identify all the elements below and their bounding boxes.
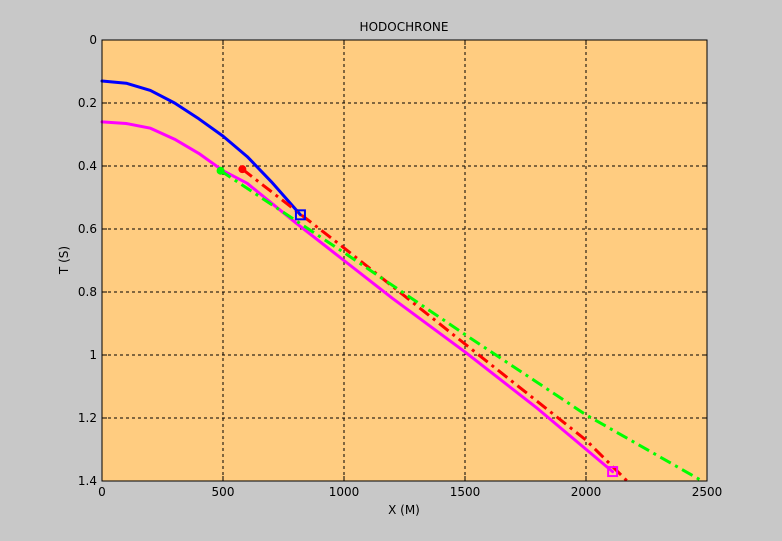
y-tick-label: 1 xyxy=(89,348,97,362)
x-axis-label: X (M) xyxy=(388,503,420,517)
x-tick-label: 0 xyxy=(98,485,106,499)
marker-square-1 xyxy=(607,466,619,478)
y-tick-labels: 0 0.2 0.4 0.6 0.8 1 1.2 1.4 xyxy=(78,33,97,488)
y-tick-label: 0.6 xyxy=(78,222,97,236)
marker-square-0 xyxy=(294,209,306,221)
plot-area xyxy=(102,40,707,481)
y-tick-label: 0.2 xyxy=(78,96,97,110)
marker-layer xyxy=(216,165,619,478)
x-tick-label: 500 xyxy=(212,485,235,499)
marker-circle-2 xyxy=(238,165,247,174)
series-line-3 xyxy=(219,169,703,483)
grid-lines xyxy=(102,40,707,481)
axis-ticks xyxy=(101,39,708,482)
y-tick-label: 0 xyxy=(89,33,97,47)
y-tick-label: 1.2 xyxy=(78,411,97,425)
x-tick-label: 1500 xyxy=(450,485,481,499)
x-tick-label: 2500 xyxy=(692,485,723,499)
x-tick-label: 2000 xyxy=(571,485,602,499)
marker-circle-3 xyxy=(216,166,225,175)
y-tick-label: 1.4 xyxy=(78,474,97,488)
x-tick-label: 1000 xyxy=(329,485,360,499)
y-axis-label: T (S) xyxy=(57,246,71,275)
y-tick-label: 0.8 xyxy=(78,285,97,299)
series-line-0 xyxy=(100,79,302,217)
x-tick-labels: 0 500 1000 1500 2000 2500 xyxy=(98,485,722,499)
series-line-1 xyxy=(100,120,615,474)
series-layer xyxy=(100,79,703,483)
chart-title: HODOCHRONE xyxy=(360,20,449,34)
y-tick-label: 0.4 xyxy=(78,159,97,173)
plot-frame xyxy=(101,39,708,482)
series-line-2 xyxy=(241,168,629,483)
